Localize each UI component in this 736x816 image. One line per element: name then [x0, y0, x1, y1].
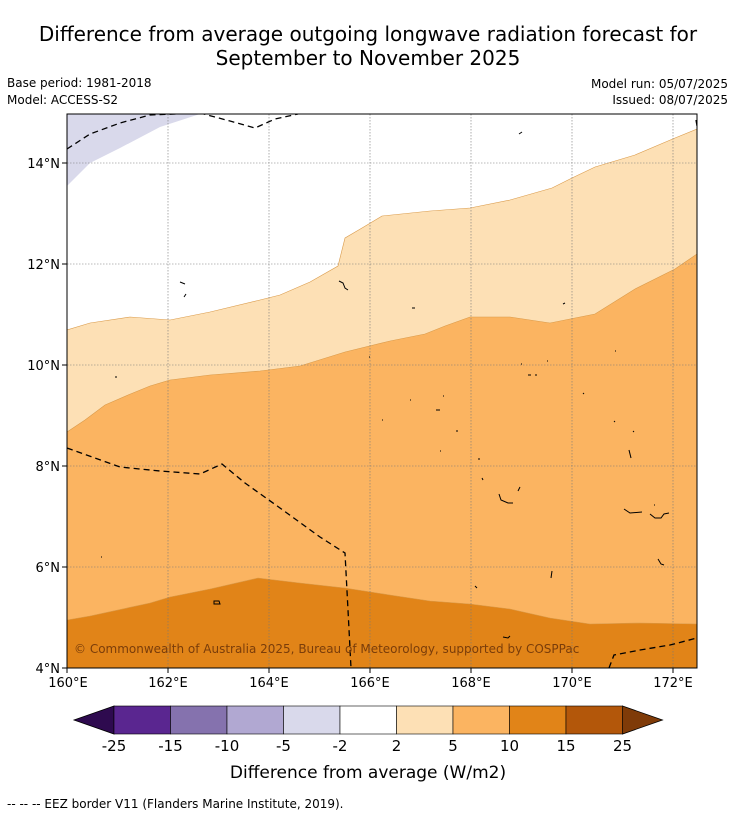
colorbar-segment: [113, 705, 171, 735]
lon-label: 162°E: [148, 676, 188, 691]
colorbar-tick-label: -10: [215, 737, 240, 755]
colorbar-tick-label: 2: [392, 737, 402, 755]
colorbar-tick-label: -2: [333, 737, 348, 755]
lat-label: 10°N: [27, 359, 60, 374]
colorbar-tick-label: -5: [276, 737, 291, 755]
colorbar-tick-label: 15: [556, 737, 575, 755]
lon-label: 164°E: [249, 676, 289, 691]
colorbar-tick-label: 10: [500, 737, 519, 755]
colorbar-tick-label: 25: [613, 737, 632, 755]
lat-label: 8°N: [36, 460, 61, 475]
band-neutral: [67, 114, 697, 330]
lon-label: 172°E: [653, 676, 693, 691]
islands: [101, 131, 670, 639]
anomaly-field: [67, 114, 697, 668]
colorbar-segment: [396, 705, 454, 735]
base-period: Base period: 1981-2018: [7, 76, 152, 90]
colorbar-segment: [509, 705, 567, 735]
model-name: Model: ACCESS-S2: [7, 93, 119, 107]
gridlines: [67, 114, 697, 668]
colorbar-segment: [170, 705, 228, 735]
issued-date: Issued: 08/07/2025: [612, 93, 728, 107]
colorbar-tick-label: 5: [448, 737, 458, 755]
colorbar-segment: [452, 705, 510, 735]
title-line-1: Difference from average outgoing longwav…: [38, 22, 698, 46]
contour-lines: [67, 128, 697, 625]
title-line-2: September to November 2025: [215, 46, 521, 70]
map-frame: [66, 113, 698, 669]
band-minus5-to-minus2: [67, 114, 200, 186]
colorbar-segment: [283, 705, 341, 735]
colorbar-segment: [226, 705, 284, 735]
model-run-date: Model run: 05/07/2025: [590, 77, 728, 91]
colorbar-label: Difference from average (W/m2): [230, 763, 506, 783]
lat-label: 4°N: [36, 662, 61, 677]
colorbar-over-extension: [622, 705, 664, 735]
copyright-notice: © Commonwealth of Australia 2025, Bureau…: [74, 642, 579, 656]
lon-label: 160°E: [48, 676, 88, 691]
lat-tick-labels: 4°N 6°N 8°N 10°N 12°N 14°N: [27, 157, 60, 677]
lat-label: 6°N: [36, 561, 61, 576]
lat-label: 12°N: [27, 258, 60, 273]
axis-ticks: [62, 162, 674, 673]
lon-label: 170°E: [552, 676, 592, 691]
colorbar-segment: [339, 705, 397, 735]
lon-tick-labels: 160°E 162°E 164°E 166°E 168°E 170°E 172°…: [48, 676, 693, 691]
lat-label: 14°N: [27, 157, 60, 172]
colorbar: -25 -15 -10 -5 -2 2 5 10 15 25: [72, 705, 664, 755]
colorbar-under-extension: [72, 705, 115, 735]
eez-footnote: -- -- -- EEZ border V11 (Flanders Marine…: [7, 797, 344, 811]
colorbar-segment: [565, 705, 623, 735]
colorbar-tick-label: -25: [102, 737, 127, 755]
lon-label: 168°E: [451, 676, 491, 691]
chart-title: Difference from average outgoing longwav…: [0, 22, 736, 70]
lon-label: 166°E: [350, 676, 390, 691]
colorbar-tick-label: -15: [158, 737, 183, 755]
